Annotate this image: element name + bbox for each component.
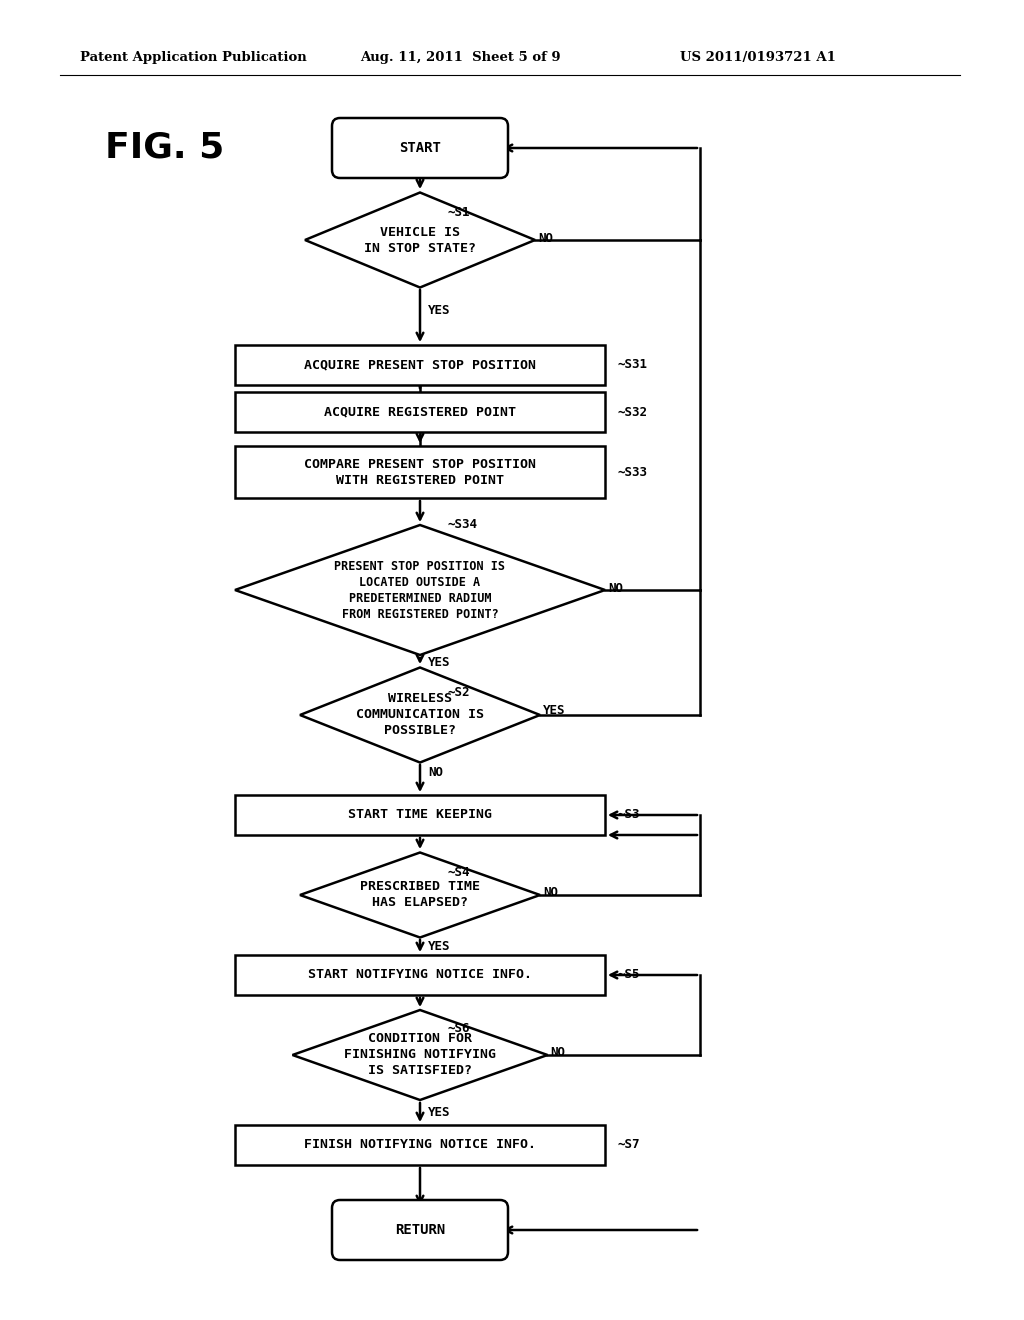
Bar — [234, 795, 605, 836]
Text: YES: YES — [428, 940, 451, 953]
Text: ~S34: ~S34 — [449, 519, 478, 532]
Text: WIRELESS
COMMUNICATION IS
POSSIBLE?: WIRELESS COMMUNICATION IS POSSIBLE? — [356, 693, 484, 738]
Text: START: START — [399, 141, 441, 154]
Text: Aug. 11, 2011  Sheet 5 of 9: Aug. 11, 2011 Sheet 5 of 9 — [360, 51, 560, 65]
Text: ~S3: ~S3 — [618, 808, 640, 821]
Polygon shape — [293, 1010, 548, 1100]
Text: CONDITION FOR
FINISHING NOTIFYING
IS SATISFIED?: CONDITION FOR FINISHING NOTIFYING IS SAT… — [344, 1032, 496, 1077]
Text: ~S5: ~S5 — [618, 969, 640, 982]
FancyBboxPatch shape — [332, 117, 508, 178]
Text: NO: NO — [543, 887, 558, 899]
Text: NO: NO — [428, 767, 443, 780]
Text: PRESENT STOP POSITION IS
LOCATED OUTSIDE A
PREDETERMINED RADIUM
FROM REGISTERED : PRESENT STOP POSITION IS LOCATED OUTSIDE… — [335, 560, 506, 620]
Text: YES: YES — [428, 1106, 451, 1118]
Text: US 2011/0193721 A1: US 2011/0193721 A1 — [680, 51, 836, 65]
FancyBboxPatch shape — [332, 1200, 508, 1261]
Polygon shape — [305, 193, 535, 288]
Text: ~S1: ~S1 — [449, 206, 470, 219]
Text: ~S33: ~S33 — [618, 466, 648, 479]
Text: NO: NO — [550, 1047, 565, 1060]
Polygon shape — [300, 668, 540, 763]
Text: Patent Application Publication: Patent Application Publication — [80, 51, 307, 65]
Text: YES: YES — [428, 656, 451, 668]
Text: NO: NO — [608, 582, 623, 594]
Text: ~S4: ~S4 — [449, 866, 470, 879]
Text: ~S31: ~S31 — [618, 359, 648, 371]
Bar — [234, 392, 605, 432]
Bar — [234, 345, 605, 385]
Text: VEHICLE IS
IN STOP STATE?: VEHICLE IS IN STOP STATE? — [364, 226, 476, 255]
Text: ACQUIRE REGISTERED POINT: ACQUIRE REGISTERED POINT — [324, 405, 516, 418]
Text: COMPARE PRESENT STOP POSITION
WITH REGISTERED POINT: COMPARE PRESENT STOP POSITION WITH REGIS… — [304, 458, 536, 487]
Text: NO: NO — [538, 231, 553, 244]
Polygon shape — [234, 525, 605, 655]
Text: YES: YES — [428, 304, 451, 317]
Text: ~S6: ~S6 — [449, 1022, 470, 1035]
Bar — [234, 446, 605, 498]
Text: RETURN: RETURN — [395, 1224, 445, 1237]
Text: ACQUIRE PRESENT STOP POSITION: ACQUIRE PRESENT STOP POSITION — [304, 359, 536, 371]
Bar — [234, 1125, 605, 1166]
Bar — [234, 954, 605, 995]
Text: FINISH NOTIFYING NOTICE INFO.: FINISH NOTIFYING NOTICE INFO. — [304, 1138, 536, 1151]
Text: START NOTIFYING NOTICE INFO.: START NOTIFYING NOTICE INFO. — [308, 969, 532, 982]
Text: START TIME KEEPING: START TIME KEEPING — [348, 808, 492, 821]
Polygon shape — [300, 853, 540, 937]
Text: ~S32: ~S32 — [618, 405, 648, 418]
Text: ~S7: ~S7 — [618, 1138, 640, 1151]
Text: FIG. 5: FIG. 5 — [105, 131, 224, 165]
Text: YES: YES — [543, 704, 565, 717]
Text: ~S2: ~S2 — [449, 685, 470, 698]
Text: PRESCRIBED TIME
HAS ELAPSED?: PRESCRIBED TIME HAS ELAPSED? — [360, 880, 480, 909]
